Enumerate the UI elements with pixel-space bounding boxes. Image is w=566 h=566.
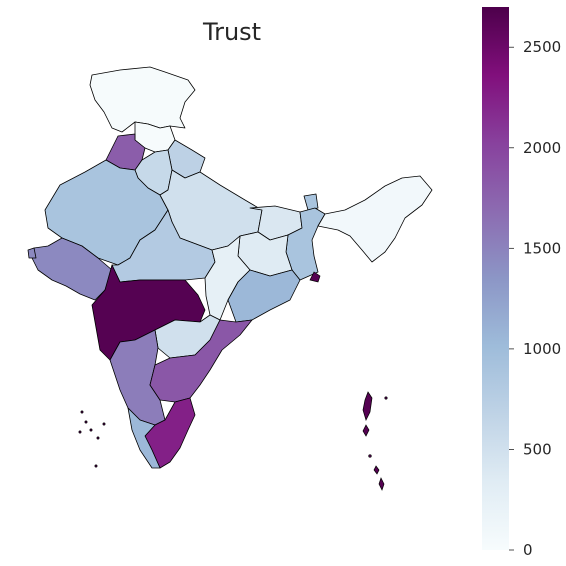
region-sikkim bbox=[303, 193, 319, 211]
region-odisha bbox=[227, 269, 301, 323]
colorbar-tick-label: 1500 bbox=[523, 239, 561, 257]
colorbar-tick-label: 0 bbox=[523, 541, 533, 559]
colorbar-ticks: 0 500 1000 1500 2000 2500 bbox=[509, 38, 561, 559]
region-northeast bbox=[317, 175, 433, 263]
colorbar-tick-label: 2000 bbox=[523, 139, 561, 157]
colorbar-tick-label: 500 bbox=[523, 440, 552, 458]
colorbar-tick-label: 2500 bbox=[523, 38, 561, 56]
map-title: Trust bbox=[202, 18, 261, 46]
region-kerala bbox=[127, 407, 161, 469]
india-map bbox=[27, 66, 433, 491]
region-island-west-tip bbox=[27, 247, 37, 259]
region-andhra-pradesh bbox=[149, 319, 253, 403]
region-islands bbox=[78, 271, 388, 491]
colorbar-gradient bbox=[482, 7, 509, 550]
region-gujarat bbox=[31, 237, 113, 301]
colorbar: 0 500 1000 1500 2000 2500 bbox=[482, 7, 561, 559]
colorbar-tick-label: 1000 bbox=[523, 340, 561, 358]
region-jammu-kashmir bbox=[89, 66, 196, 133]
